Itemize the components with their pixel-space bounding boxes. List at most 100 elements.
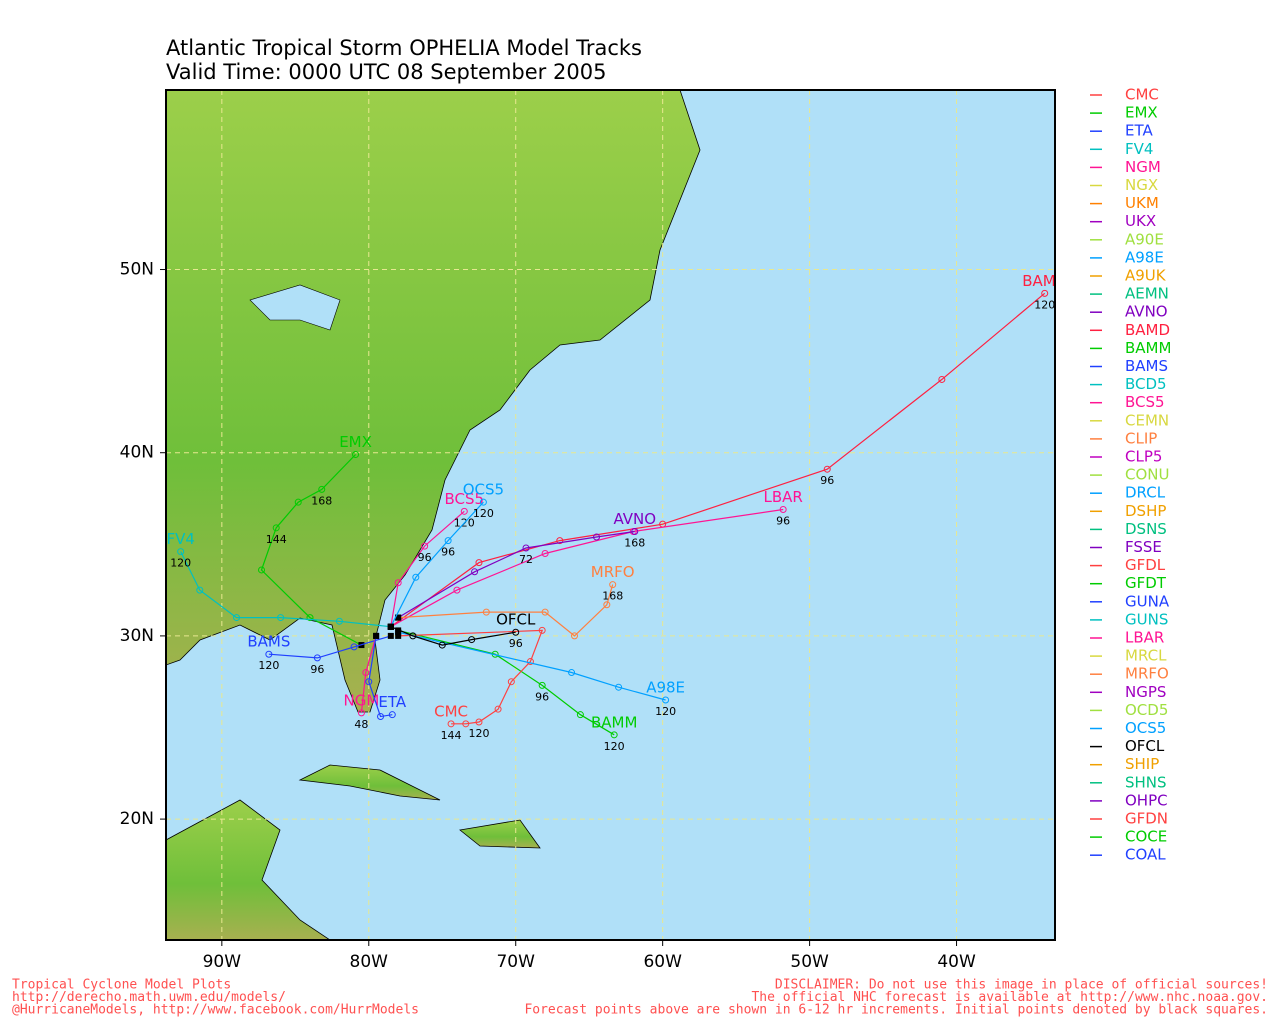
initial-point: [395, 629, 402, 636]
hour-label: 96: [535, 690, 549, 703]
track-point: [662, 696, 670, 704]
legend-label: ETA: [1125, 122, 1153, 140]
track-point: [568, 669, 576, 677]
legend-label: BAMS: [1125, 357, 1168, 375]
legend-label: GFDN: [1125, 810, 1168, 828]
track-point: [233, 614, 241, 622]
track-name: A98E: [646, 679, 685, 697]
track-point: [365, 678, 373, 686]
track-point: [460, 507, 468, 515]
track-point: [447, 720, 455, 728]
track-point: [306, 614, 314, 622]
track-point: [357, 709, 365, 717]
legend-label: OCD5: [1125, 701, 1168, 719]
legend-label: FV4: [1125, 140, 1153, 158]
track-point: [556, 537, 564, 545]
x-tick-label: 60W: [643, 952, 682, 972]
track-point: [526, 658, 534, 666]
track-name: BAMS: [247, 633, 290, 651]
track-point: [512, 628, 520, 636]
track-line: [390, 508, 784, 628]
legend-label: COCE: [1125, 828, 1167, 846]
track-point: [482, 608, 490, 616]
track-line: [268, 635, 391, 659]
track-name: FV4: [166, 530, 194, 548]
y-tick-label: 20N: [120, 809, 154, 829]
track-line: [398, 629, 544, 725]
cuba: [298, 764, 441, 801]
track-point: [538, 681, 546, 689]
great-lakes: [249, 284, 341, 331]
track-point: [1041, 289, 1049, 297]
hour-label: 144: [266, 533, 287, 546]
track-point: [388, 711, 396, 719]
legend-label: BCD5: [1125, 375, 1167, 393]
legend-label: NGPS: [1125, 683, 1166, 701]
track-point: [265, 650, 273, 658]
footer-right: The official NHC forecast is available a…: [751, 990, 1268, 1005]
legend-label: CONU: [1125, 466, 1169, 484]
legend-label: GFDT: [1125, 574, 1167, 592]
legend: CMCEMXETAFV4NGMNGXUKMUKXA90EA98EA9UKAEMN…: [1090, 86, 1171, 864]
track-point: [522, 544, 530, 552]
hour-label: 96: [418, 551, 432, 564]
track-point: [318, 485, 326, 493]
legend-label: AEMN: [1125, 285, 1169, 303]
hour-label: 96: [776, 515, 790, 528]
north-america: [166, 90, 701, 713]
hour-label: 168: [602, 590, 623, 603]
legend-label: UKX: [1125, 212, 1156, 230]
legend-label: BCS5: [1125, 393, 1165, 411]
y-tick-label: 30N: [120, 626, 154, 646]
track-point: [438, 641, 446, 649]
x-tick-label: 80W: [350, 952, 389, 972]
track-line: [390, 292, 1046, 628]
legend-label: BAMM: [1125, 339, 1171, 357]
map-frame: [165, 89, 1056, 941]
track-line: [360, 635, 377, 713]
track-line: [397, 530, 635, 619]
legend-label: A9UK: [1125, 267, 1167, 285]
legend-label: DRCL: [1125, 484, 1166, 502]
footer-left: http://derecho.math.uwm.edu/models/: [12, 990, 286, 1005]
track-line: [260, 454, 362, 646]
legend-label: LBAR: [1125, 629, 1164, 647]
footer-right: Forecast points above are shown in 6-12 …: [524, 1003, 1268, 1018]
legend-label: DSNS: [1125, 520, 1167, 538]
legend-label: GUNA: [1125, 592, 1170, 610]
land: [166, 90, 701, 940]
track-line: [390, 510, 465, 627]
x-tick-label: 40W: [937, 952, 976, 972]
legend-label: MRCL: [1125, 647, 1167, 665]
hour-label: 96: [820, 474, 834, 487]
legend-label: GFDL: [1125, 556, 1166, 574]
hour-label: 120: [258, 659, 279, 672]
legend-label: OFCL: [1125, 737, 1165, 755]
track-point: [313, 654, 321, 662]
initial-point: [387, 623, 394, 630]
hour-label: 72: [519, 553, 533, 566]
legend-label: A90E: [1125, 230, 1164, 248]
y-tick-label: 40N: [120, 443, 154, 463]
initial-point: [387, 632, 394, 639]
track-point: [576, 711, 584, 719]
legend-label: NGM: [1125, 158, 1161, 176]
track-point: [409, 632, 417, 640]
track-point: [615, 683, 623, 691]
track-name: MRFO: [591, 563, 635, 581]
track-point: [570, 632, 578, 640]
hour-label: 168: [311, 494, 332, 507]
y-tick-label: 50N: [120, 260, 154, 280]
track-point: [444, 537, 452, 545]
hour-label: 120: [170, 557, 191, 570]
hour-label: 96: [310, 663, 324, 676]
legend-label: OCS5: [1125, 719, 1166, 737]
track-point: [294, 498, 302, 506]
tracks: 96 120 BAMD 96 LBAR 144 168 EMX 120 FV4 96 120 BAMS 9…: [166, 272, 1055, 753]
track-point: [541, 549, 549, 557]
track-point: [823, 465, 831, 473]
track-point: [362, 669, 370, 677]
track-point: [779, 506, 787, 514]
